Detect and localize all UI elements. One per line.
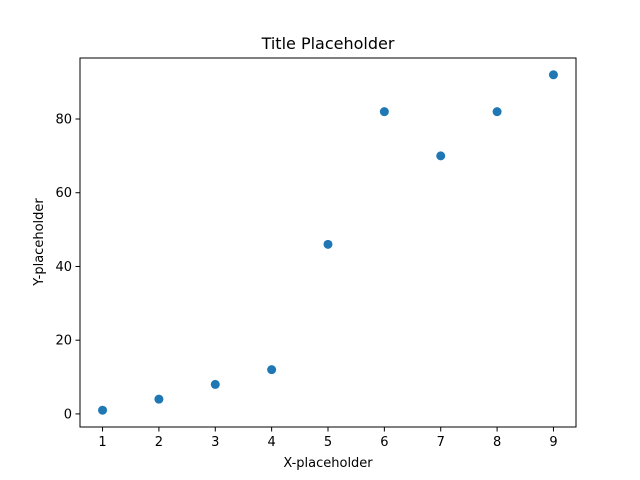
data-point: [210, 379, 220, 389]
data-point: [154, 394, 164, 404]
x-tick-label: 7: [437, 435, 445, 450]
data-point: [323, 239, 333, 249]
x-tick-label: 2: [155, 435, 163, 450]
data-point: [379, 107, 389, 117]
x-axis-title: X-placeholder: [283, 456, 373, 471]
data-point: [548, 70, 558, 80]
x-tick-label: 3: [211, 435, 219, 450]
x-tick-label: 5: [324, 435, 332, 450]
y-axis: 0 20 40 60 80: [55, 113, 80, 422]
y-tick-label: 60: [55, 186, 72, 201]
x-tick-label: 6: [380, 435, 388, 450]
y-tick-label: 80: [55, 113, 72, 128]
x-tick-label: 9: [549, 435, 557, 450]
data-point: [492, 107, 502, 117]
y-tick-label: 20: [55, 334, 72, 349]
x-axis: 1 2 3 4 5 6 7 8 9: [98, 427, 558, 450]
x-tick-label: 8: [493, 435, 501, 450]
data-points: [98, 70, 558, 415]
data-point: [98, 405, 108, 415]
chart-title: Title Placeholder: [261, 34, 395, 53]
y-axis-title: Y-placeholder: [32, 198, 47, 287]
data-point: [267, 365, 277, 375]
x-tick-label: 1: [98, 435, 106, 450]
y-tick-label: 0: [64, 407, 72, 422]
x-tick-label: 4: [267, 435, 275, 450]
y-tick-label: 40: [55, 260, 72, 275]
data-point: [436, 151, 446, 161]
